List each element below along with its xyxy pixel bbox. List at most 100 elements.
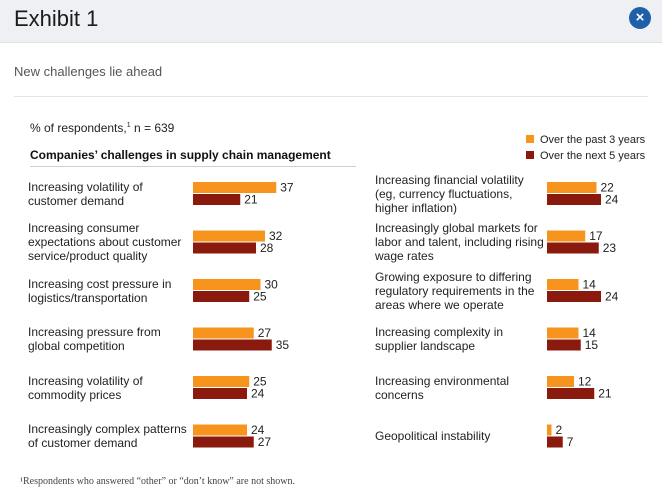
bar-past-r3	[547, 327, 579, 339]
category-label-r4: Increasing environmental concerns	[375, 374, 509, 402]
bar-past-r4	[547, 376, 574, 387]
legend-label-past: Over the past 3 years	[540, 134, 646, 146]
category-label-line: labor and talent, including rising	[375, 235, 544, 249]
value-label-past-l0: 37	[280, 181, 294, 195]
category-label-line: Increasing environmental	[375, 373, 510, 388]
exhibit-header: Exhibit 1 ×	[0, 0, 662, 43]
category-label-line: global competition	[28, 339, 125, 353]
legend-item-past: Over the past 3 years	[526, 134, 645, 146]
value-label-past-r1: 17	[589, 229, 603, 243]
value-label-past-l2: 30	[265, 278, 279, 292]
category-label-l4: Increasing volatility of commodity prices	[28, 374, 143, 402]
value-label-past-l1: 32	[269, 229, 283, 243]
bar-past-l5	[193, 424, 247, 436]
legend-swatch-past	[526, 135, 534, 143]
bar-past-l1	[193, 230, 265, 242]
category-label-l3: Increasing pressure from global competiti…	[28, 325, 161, 353]
bar-next-l3	[193, 339, 272, 351]
bar-next-l4	[193, 388, 247, 399]
value-label-next-l0: 21	[244, 193, 258, 207]
category-label-r5: Geopolitical instability	[375, 429, 490, 443]
respondents-count: n = 639	[130, 121, 175, 135]
value-label-next-r2: 24	[605, 290, 619, 304]
category-label-line: Increasing cost pressure in	[28, 276, 172, 291]
category-label-line: customer demand	[28, 193, 125, 208]
bar-next-r4	[547, 388, 595, 399]
category-label-line: expectations about customer	[28, 235, 182, 249]
category-label-line: areas where we operate	[375, 297, 504, 312]
category-label-line: logistics/transportation	[28, 290, 148, 305]
category-label-line: higher inflation)	[375, 200, 458, 215]
value-label-past-r0: 22	[601, 181, 615, 195]
category-label-l5: Increasingly complex patterns of customer…	[28, 422, 187, 450]
category-label-line: Increasing pressure from	[28, 325, 161, 339]
divider	[14, 96, 648, 97]
category-label-line: Increasing complexity in	[375, 325, 504, 339]
bar-past-l4	[193, 376, 250, 387]
value-label-past-r4: 12	[578, 375, 592, 389]
bar-past-r0	[547, 182, 597, 193]
value-label-past-l4: 25	[253, 375, 267, 389]
bar-next-r5	[547, 436, 563, 448]
exhibit-subtitle: New challenges lie ahead	[14, 64, 163, 79]
value-label-next-l1: 28	[260, 241, 274, 255]
respondents-note: % of respondents,1 n = 639	[30, 121, 174, 135]
category-label-line: Increasingly global markets for	[375, 221, 538, 235]
section-title: Companies’ challenges in supply chain ma…	[30, 148, 331, 162]
bar-past-r5	[547, 424, 552, 436]
legend-label-next: Over the next 5 years	[540, 150, 646, 162]
category-label-line: Increasing volatility of	[28, 373, 143, 388]
bar-next-r0	[547, 194, 601, 205]
bar-next-l1	[193, 242, 256, 254]
respondents-text: % of respondents,	[30, 121, 127, 135]
value-label-next-l5: 27	[258, 435, 272, 449]
category-label-r2: Growing exposure to differing regulatory …	[375, 270, 534, 312]
bar-past-l2	[193, 279, 261, 290]
category-label-line: commodity prices	[28, 387, 122, 402]
bar-next-l2	[193, 291, 250, 302]
value-label-past-r5: 2	[556, 423, 563, 437]
category-label-line: Growing exposure to differing	[375, 269, 532, 284]
category-label-line: supplier landscape	[375, 339, 476, 353]
value-label-next-l3: 35	[276, 338, 290, 352]
exhibit-title: Exhibit 1	[14, 6, 99, 31]
category-label-line: Geopolitical instability	[375, 429, 491, 443]
category-label-line: concerns	[375, 387, 424, 402]
category-label-l2: Increasing cost pressure in logistics/tra…	[28, 277, 171, 305]
bar-past-l3	[193, 327, 254, 339]
bar-next-r2	[547, 291, 601, 302]
value-label-past-r2: 14	[583, 278, 597, 292]
category-label-line: Increasing financial volatility	[375, 172, 524, 187]
category-label-l0: Increasing volatility of customer demand	[28, 180, 143, 208]
value-label-next-r1: 23	[603, 241, 617, 255]
value-label-next-r4: 21	[598, 387, 612, 401]
category-label-line: wage rates	[375, 249, 434, 263]
close-button[interactable]: ×	[629, 7, 651, 29]
bar-past-r2	[547, 279, 579, 290]
category-label-line: regulatory requirements in the	[375, 283, 535, 298]
bar-next-r3	[547, 339, 581, 351]
value-label-past-l5: 24	[251, 423, 265, 437]
bar-next-r1	[547, 242, 599, 254]
category-label-line: of customer demand	[28, 436, 138, 450]
section-rule	[30, 166, 356, 167]
value-label-next-r0: 24	[605, 193, 619, 207]
category-label-l1: Increasing consumer expectations about cu…	[28, 221, 181, 263]
value-label-next-l4: 24	[251, 387, 265, 401]
value-label-next-l2: 25	[253, 290, 267, 304]
value-label-past-r3: 14	[583, 326, 597, 340]
category-label-line: (eg, currency fluctuations,	[375, 186, 513, 201]
respondents-footnote-mark: 1	[126, 122, 131, 129]
footnote: ¹Respondents who answered “other” or “do…	[20, 476, 295, 487]
value-label-next-r3: 15	[585, 338, 599, 352]
category-label-line: service/product quality	[28, 249, 148, 263]
bar-next-l0	[193, 194, 241, 205]
category-label-r1: Increasingly global markets for labor and…	[375, 221, 544, 263]
category-label-r0: Increasing financial volatility (eg, curr…	[375, 173, 524, 215]
bar-past-l0	[193, 182, 277, 193]
bar-next-l5	[193, 436, 254, 448]
value-label-next-r5: 7	[567, 435, 574, 449]
legend-swatch-next	[526, 151, 534, 159]
legend-item-next: Over the next 5 years	[526, 150, 645, 162]
